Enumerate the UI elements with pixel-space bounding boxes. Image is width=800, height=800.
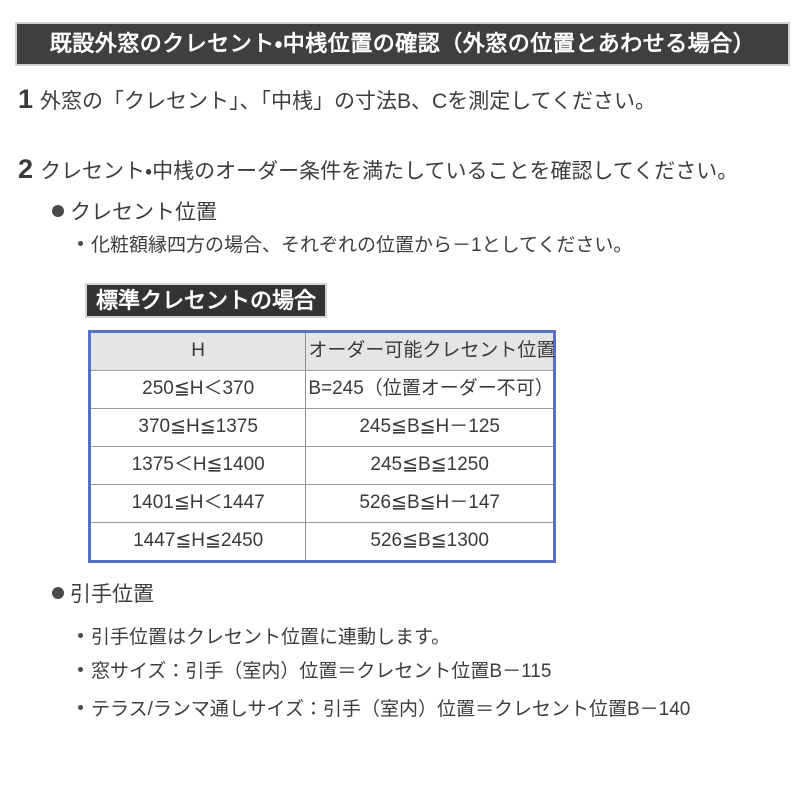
table-cell-position: 245≦B≦H－125 [305,408,553,447]
small-dot-bullet-icon [78,667,83,672]
table-cell-h-range: 250≦H＜370 [91,370,307,409]
table-cell-h-range: 370≦H≦1375 [91,408,307,447]
table-row: 370≦H≦1375 245≦B≦H－125 [91,408,553,447]
step-2-number: 2 [18,154,34,184]
table-cell-position: 526≦B≦H－147 [305,484,553,523]
crescent-position-heading-text: クレセント位置 [70,201,217,224]
handle-position-note-3: テラス/ランマ通しサイズ：引手（室内）位置＝クレセント位置B－140 [78,694,690,721]
small-dot-bullet-icon [78,705,83,710]
step-1: 1 外窓の「クレセント」、「中桟」の寸法B、Cを測定してください。 [18,86,656,114]
crescent-spec-table: H オーダー可能クレセント位置 250≦H＜370 B=245（位置オーダー不可… [91,333,555,560]
table-row: 1447≦H≦2450 526≦B≦1300 [91,522,553,560]
crescent-spec-table-container: H オーダー可能クレセント位置 250≦H＜370 B=245（位置オーダー不可… [88,330,556,563]
handle-position-note-3-text: テラス/ランマ通しサイズ：引手（室内）位置＝クレセント位置B－140 [91,699,691,720]
step-2-text: クレセント・中桟のオーダー条件を満たしていることを確認してください。 [40,160,739,183]
step-2: 2 クレセント・中桟のオーダー条件を満たしていることを確認してください。 [18,156,738,184]
table-header-orderable-position: オーダー可能クレセント位置 [305,333,555,371]
table-header-row: H オーダー可能クレセント位置 [91,333,555,371]
section-title-bar: 既設外窓のクレセント・中桟位置の確認（外窓の位置とあわせる場合） [15,22,790,66]
section-title-text: 既設外窓のクレセント・中桟位置の確認（外窓の位置とあわせる場合） [49,31,756,56]
table-cell-h-range: 1375＜H≦1400 [91,446,307,485]
crescent-position-heading: クレセント位置 [52,196,217,226]
table-header-h: H [91,333,307,371]
crescent-position-note: 化粧額縁四方の場合、それぞれの位置から－1としてください。 [78,230,632,257]
table-cell-position: 245≦B≦1250 [305,446,553,485]
table-label-text: 標準クレセントの場合 [96,287,317,313]
small-dot-bullet-icon [78,241,83,246]
handle-position-note-1: 引手位置はクレセント位置に連動します。 [78,622,450,649]
small-dot-bullet-icon [78,633,83,638]
crescent-position-note-text: 化粧額縁四方の場合、それぞれの位置から－1としてください。 [91,235,633,256]
handle-position-heading: 引手位置 [52,578,154,608]
table-cell-h-range: 1447≦H≦2450 [91,522,307,560]
table-row: 1375＜H≦1400 245≦B≦1250 [91,446,553,485]
handle-position-note-2: 窓サイズ：引手（室内）位置＝クレセント位置B－115 [78,656,551,683]
handle-position-note-1-text: 引手位置はクレセント位置に連動します。 [91,627,451,648]
handle-position-note-2-text: 窓サイズ：引手（室内）位置＝クレセント位置B－115 [91,661,552,682]
step-1-number: 1 [18,84,34,114]
table-cell-position: 526≦B≦1300 [370,530,489,552]
handle-position-heading-text: 引手位置 [70,583,154,606]
table-cell-h-range: 1401≦H＜1447 [91,484,307,523]
table-cell-position: B=245（位置オーダー不可） [305,370,554,409]
table-label-bar: 標準クレセントの場合 [85,283,328,318]
table-row: 250≦H＜370 B=245（位置オーダー不可） [91,370,554,409]
table-row: 1401≦H＜1447 526≦B≦H－147 [91,484,553,523]
step-1-text: 外窓の「クレセント」、「中桟」の寸法B、Cを測定してください。 [40,90,656,113]
filled-circle-bullet-icon [52,205,64,217]
filled-circle-bullet-icon [52,587,64,599]
